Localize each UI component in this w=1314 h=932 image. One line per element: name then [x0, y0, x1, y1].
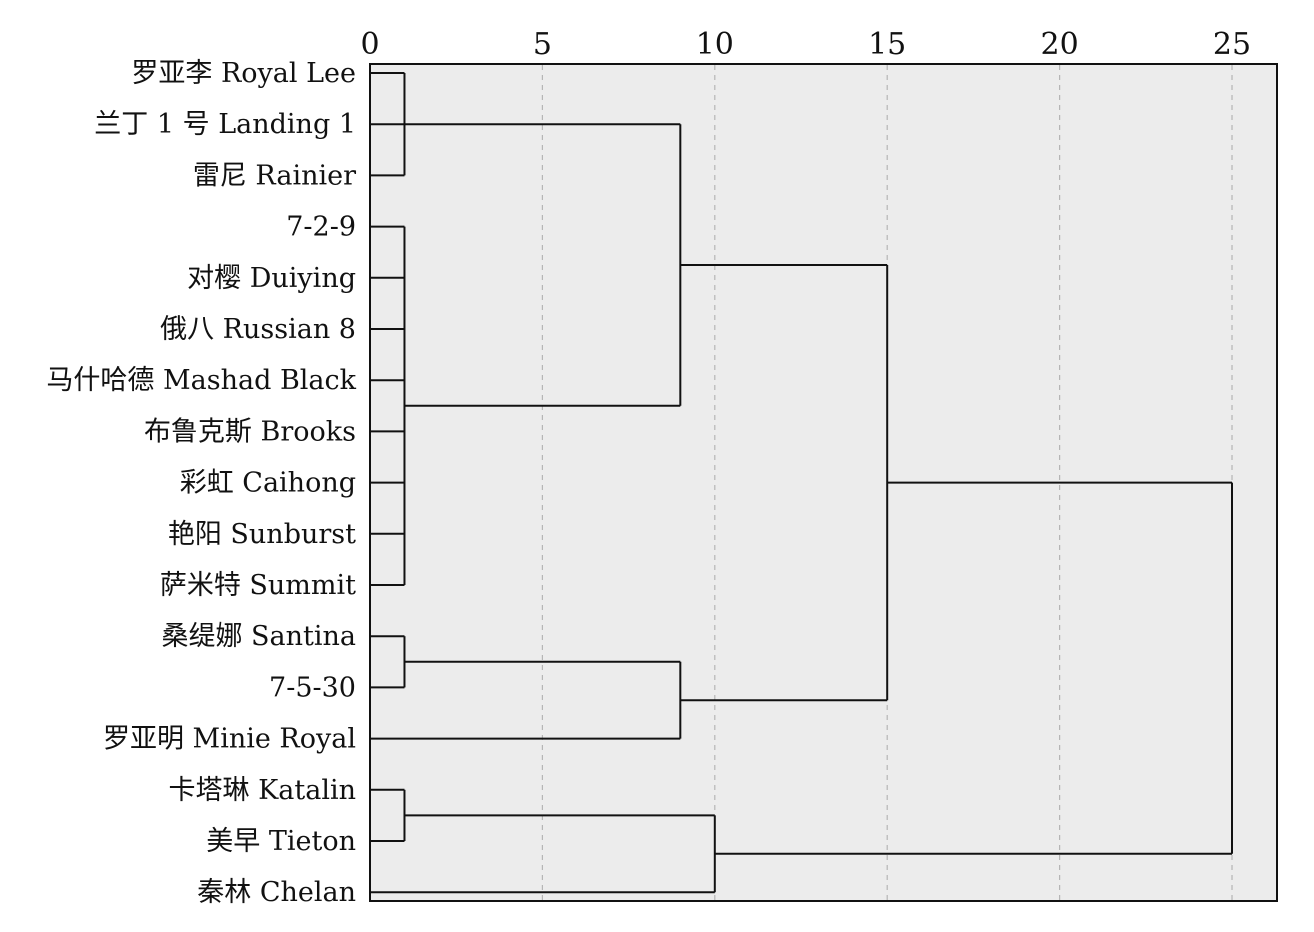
leaf-label: 对樱 Duiying: [187, 263, 356, 294]
dendrogram-links: [370, 72, 1233, 894]
x-tick-label: 10: [696, 27, 734, 62]
leaf-label: 艳阳 Sunburst: [168, 519, 356, 550]
x-tick-label: 0: [360, 27, 379, 62]
leaf-label: 兰丁 1 号 Landing 1: [94, 109, 356, 140]
leaf-label: 彩虹 Caihong: [180, 468, 356, 499]
leaf-label: 马什哈德 Mashad Black: [46, 365, 356, 396]
x-axis-ticks: 0 5 10 15 20 25: [360, 27, 1251, 62]
x-tick-label: 5: [533, 27, 552, 62]
x-tick-label: 20: [1041, 27, 1079, 62]
leaf-label: 桑缇娜 Santina: [161, 621, 356, 652]
x-tick-label: 15: [868, 27, 906, 62]
leaf-label: 罗亚明 Minie Royal: [103, 724, 356, 755]
leaf-label: 雷尼 Rainier: [193, 160, 356, 191]
leaf-labels: 罗亚李 Royal Lee 兰丁 1 号 Landing 1 雷尼 Rainier 7…: [46, 58, 356, 908]
leaf-label: 美早 Tieton: [206, 826, 356, 857]
leaf-label: 卡塔琳 Katalin: [169, 775, 356, 806]
x-tick-label: 25: [1213, 27, 1251, 62]
leaf-label: 罗亚李 Royal Lee: [131, 58, 356, 89]
leaf-label: 7-2-9: [286, 212, 356, 243]
leaf-label: 7-5-30: [269, 672, 356, 703]
leaf-label: 秦林 Chelan: [197, 877, 356, 908]
leaf-label: 俄八 Russian 8: [160, 314, 356, 345]
leaf-label: 萨米特 Summit: [160, 570, 356, 601]
leaf-label: 布鲁克斯 Brooks: [144, 416, 356, 447]
